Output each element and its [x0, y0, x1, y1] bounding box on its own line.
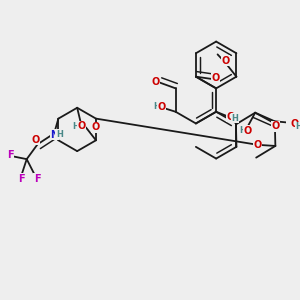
Text: H: H	[296, 122, 300, 131]
Text: O: O	[221, 56, 230, 66]
Text: O: O	[212, 73, 220, 83]
Text: H: H	[72, 122, 79, 130]
Text: H: H	[56, 130, 63, 139]
Text: H: H	[239, 127, 246, 136]
Text: O: O	[157, 102, 166, 112]
Text: H: H	[153, 102, 160, 111]
Text: N: N	[50, 130, 58, 140]
Text: O: O	[31, 135, 39, 145]
Text: O: O	[151, 77, 160, 87]
Text: O: O	[244, 126, 252, 136]
Text: O: O	[272, 122, 280, 131]
Text: O: O	[77, 121, 86, 131]
Text: F: F	[34, 173, 40, 184]
Text: H: H	[231, 114, 238, 123]
Text: F: F	[7, 150, 14, 161]
Text: O: O	[254, 140, 262, 150]
Text: O: O	[92, 122, 100, 133]
Text: O: O	[226, 112, 234, 122]
Text: O: O	[290, 119, 299, 129]
Text: F: F	[18, 173, 25, 184]
